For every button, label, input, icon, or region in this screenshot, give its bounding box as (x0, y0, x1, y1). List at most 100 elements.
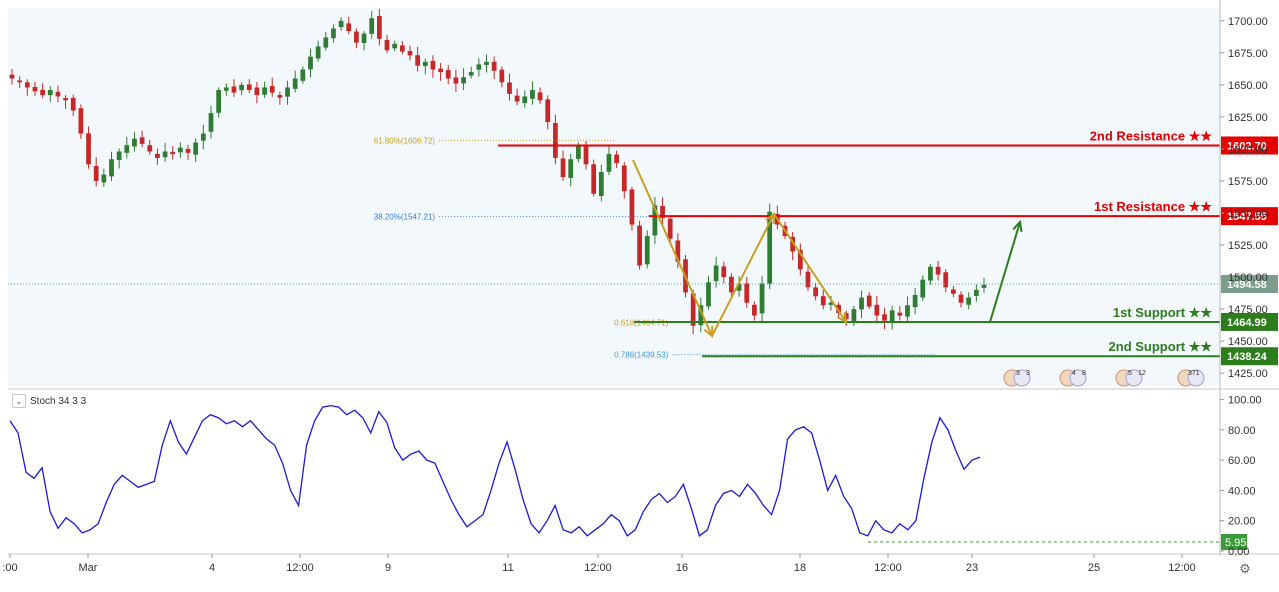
time-tick-label: 12:00 (1168, 562, 1196, 574)
candle-body (729, 276, 734, 293)
candle-body (759, 283, 765, 314)
candle-body (706, 282, 711, 307)
candle-body (958, 294, 964, 303)
candle-body (178, 147, 183, 153)
annot-layer: 3 3 4 8 5 12 371 (632, 159, 1205, 387)
event-count: 5 (1128, 370, 1132, 377)
candle-body (109, 159, 114, 177)
stoch-background (8, 392, 1220, 551)
candle-body (338, 20, 344, 28)
event-count: 3 (1026, 370, 1030, 377)
candle-body (9, 74, 15, 79)
candle-body (713, 265, 719, 282)
candle-body (139, 137, 145, 144)
price-tick-label: 1525.00 (1228, 240, 1268, 252)
support-price-label: 1438.24 (1227, 351, 1268, 363)
candle-body (629, 189, 635, 225)
event-count: 371 (1188, 370, 1200, 377)
candle-body (308, 56, 313, 70)
candle-body (93, 166, 99, 181)
candle-body (269, 85, 275, 93)
candle-body (690, 293, 696, 326)
collapse-icon[interactable]: ⌄ (12, 394, 26, 408)
candle-body (63, 98, 68, 101)
candle-body (530, 90, 535, 99)
candle-body (445, 70, 451, 79)
swing-arrow-down-2-head (836, 311, 848, 324)
price-tick-label: 1500.00 (1228, 272, 1268, 284)
stoch-name: Stoch 34 3 3 (30, 395, 87, 407)
candle-body (652, 205, 658, 236)
price-tick-label: 1700.00 (1228, 16, 1268, 28)
candle-body (392, 43, 398, 49)
time-tick-label: 12:00 (584, 562, 612, 574)
candle-body (369, 18, 375, 34)
resistance-name: 1st Resistance ★★ (1094, 199, 1212, 214)
candle-body (468, 72, 474, 76)
price-tick-label: 1575.00 (1228, 176, 1268, 188)
candle-body (476, 64, 482, 70)
candle-body (292, 78, 298, 89)
candle-body (514, 95, 520, 102)
candle-body (866, 295, 872, 307)
candle-body (185, 148, 191, 153)
candle-body (905, 305, 910, 317)
candle-body (323, 37, 329, 48)
support-price-label: 1464.99 (1227, 317, 1267, 329)
candle-body (223, 87, 229, 91)
candle-body (637, 225, 642, 266)
candle-body (744, 283, 750, 303)
time-tick-label: Mar (79, 562, 98, 574)
candle-body (507, 82, 512, 94)
resistance-name: 2nd Resistance ★★ (1090, 128, 1213, 143)
candle-body (928, 266, 933, 281)
candle-body (583, 145, 589, 165)
candle-body (200, 133, 206, 141)
price-tick-label: 1625.00 (1228, 112, 1268, 124)
candle-body (155, 153, 160, 158)
flag-icon (1013, 369, 1031, 387)
candle-body (537, 92, 543, 101)
candle-body (560, 158, 566, 178)
candle-body (17, 80, 23, 83)
candle-body (32, 86, 38, 92)
stoch-tick-label: 60.00 (1228, 455, 1256, 467)
projection-arrow (989, 221, 1021, 323)
time-tick-label: 16 (676, 562, 688, 574)
candle-body (132, 138, 137, 147)
candle-body (277, 95, 283, 98)
flag-icon (1069, 369, 1087, 387)
current-price-box (1221, 275, 1278, 294)
gear-icon[interactable]: ⚙ (1239, 561, 1251, 576)
candle-body (843, 313, 849, 320)
candle-body (55, 91, 61, 97)
candle-body (591, 164, 597, 194)
stoch-tick-label: 80.00 (1228, 425, 1256, 437)
candle-body (553, 123, 558, 158)
time-tick-label: 9 (385, 562, 391, 574)
fib-label: 61.80%(1606.72) (374, 136, 436, 145)
time-tick-label: 12:00 (286, 562, 314, 574)
candle-body (912, 295, 918, 308)
support-price-box (1221, 347, 1278, 366)
fib-label: 0.786(1439.53) (614, 351, 669, 360)
candle-body (736, 283, 742, 291)
stoch-tick-label: 100.00 (1228, 395, 1262, 407)
time-tick-label: 25 (1088, 562, 1100, 574)
candle-body (621, 165, 627, 192)
candle-body (86, 133, 91, 165)
candle-body (254, 87, 260, 96)
candle-body (943, 272, 949, 288)
candle-body (874, 304, 880, 316)
candle-body (430, 60, 436, 70)
stoch-level-box (1221, 533, 1247, 550)
candle-body (407, 51, 413, 56)
time-tick-label: 18 (794, 562, 806, 574)
candle-body (331, 28, 336, 39)
candle-body (162, 151, 168, 158)
candle-body (973, 289, 979, 296)
